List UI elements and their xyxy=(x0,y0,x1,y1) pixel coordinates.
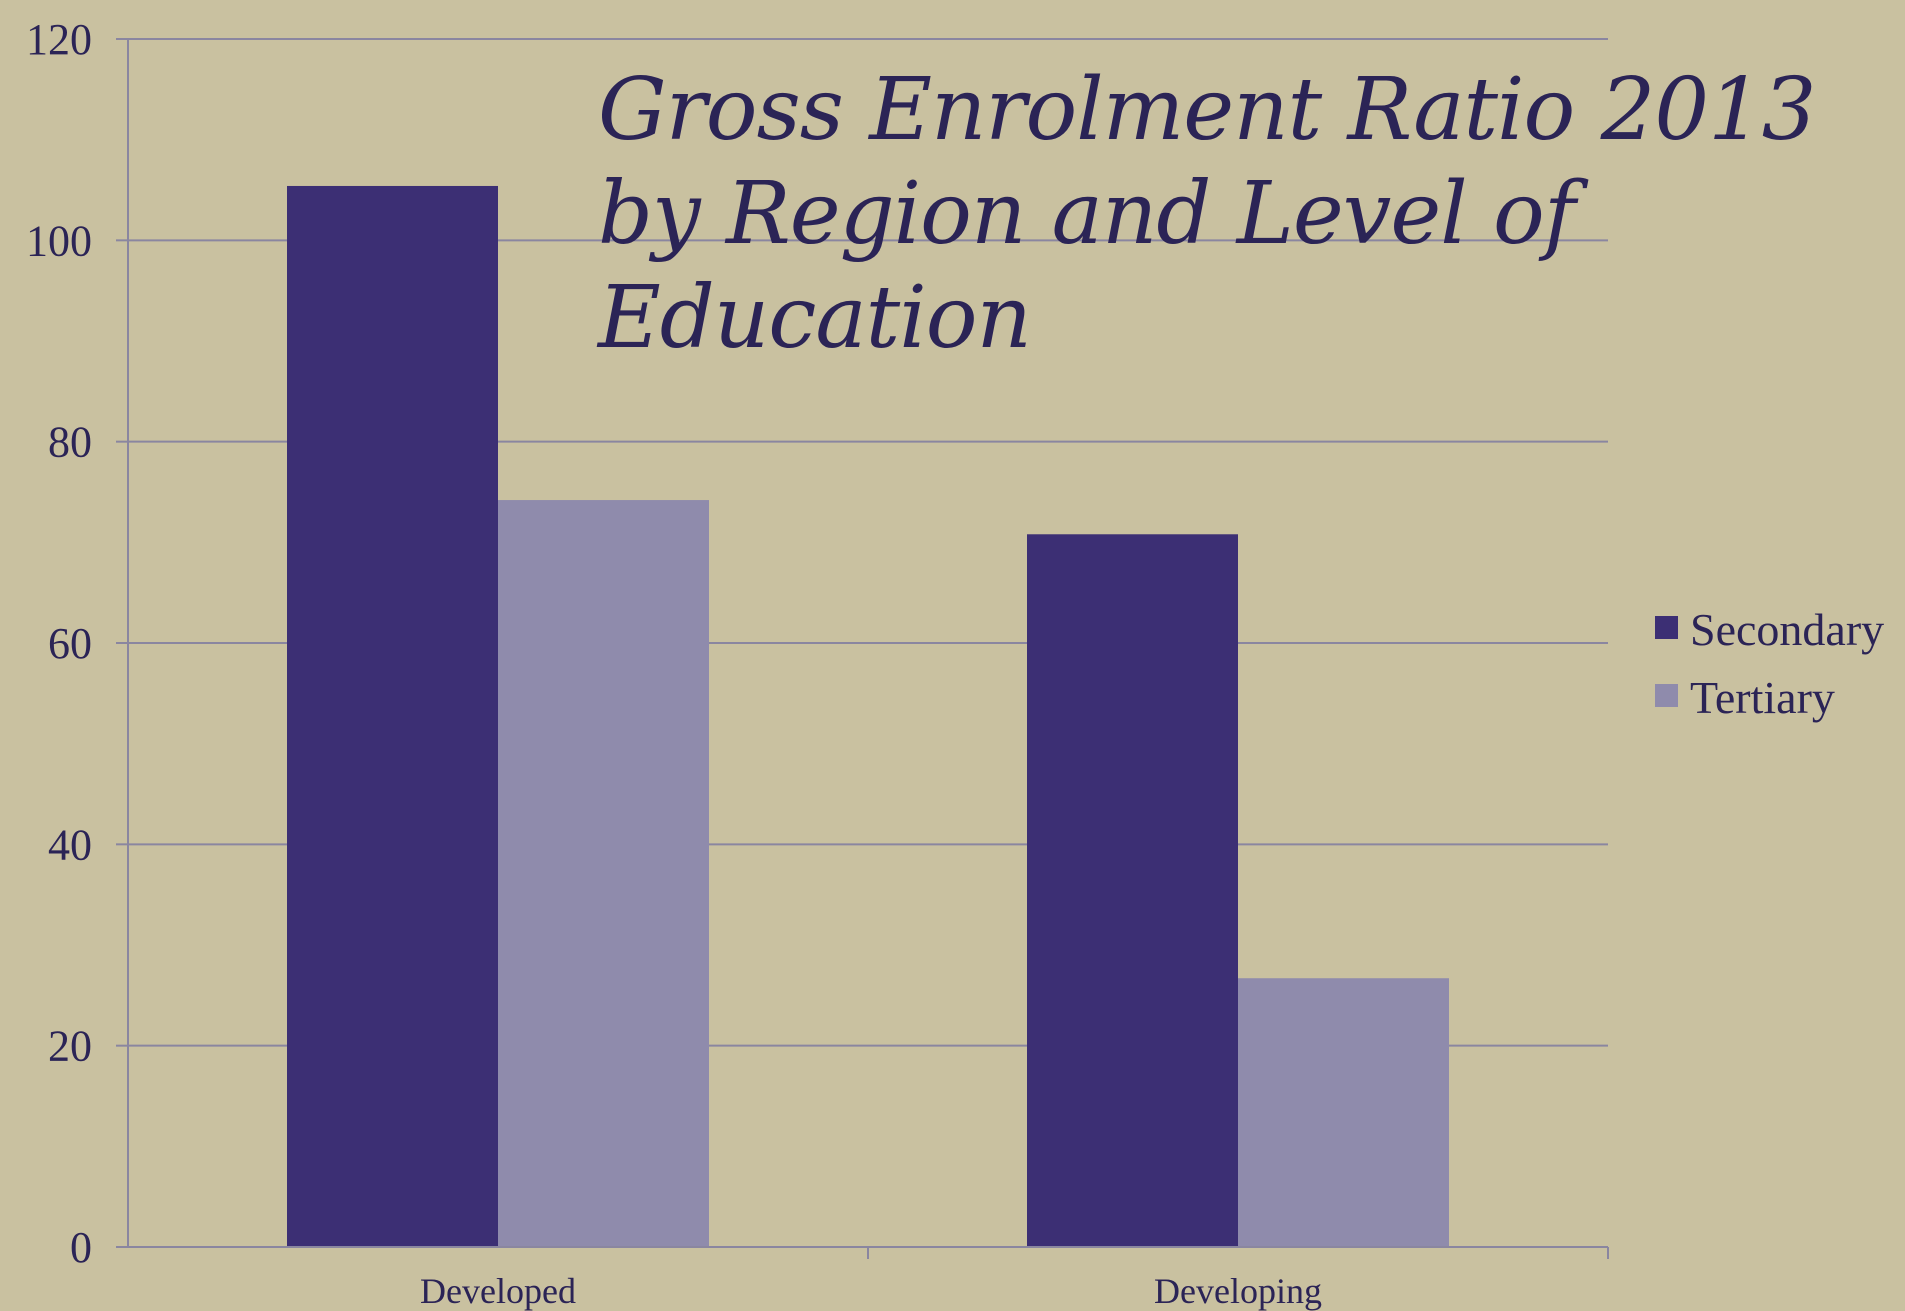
legend-label-tertiary: Tertiary xyxy=(1690,672,1835,723)
y-tick-label: 100 xyxy=(26,216,92,265)
bar-tertiary-developing xyxy=(1238,978,1449,1247)
legend-label-secondary: Secondary xyxy=(1690,604,1884,655)
chart-title: Gross Enrolment Ratio 2013 by Region and… xyxy=(598,60,1817,368)
bar-secondary-developed xyxy=(287,185,498,1247)
legend-swatch-secondary xyxy=(1655,616,1678,639)
y-tick-label: 120 xyxy=(26,15,92,64)
legend-swatch-tertiary xyxy=(1655,684,1678,707)
x-tick-label: Developing xyxy=(1154,1271,1322,1311)
y-tick-label: 80 xyxy=(48,418,92,467)
y-tick-label: 0 xyxy=(70,1223,92,1272)
bar-tertiary-developed xyxy=(498,500,709,1247)
y-tick-labels: 0 20 40 60 80 100 120 xyxy=(26,15,92,1272)
y-tick-label: 60 xyxy=(48,619,92,668)
x-tick-label: Developed xyxy=(420,1271,576,1311)
x-tick-labels: Developed Developing xyxy=(420,1271,1322,1311)
bars xyxy=(287,185,1449,1247)
y-tick-label: 40 xyxy=(48,820,92,869)
axes xyxy=(116,38,1609,1259)
y-tick-label: 20 xyxy=(48,1022,92,1071)
bar-secondary-developing xyxy=(1027,534,1238,1247)
legend: Secondary Tertiary xyxy=(1655,604,1884,723)
